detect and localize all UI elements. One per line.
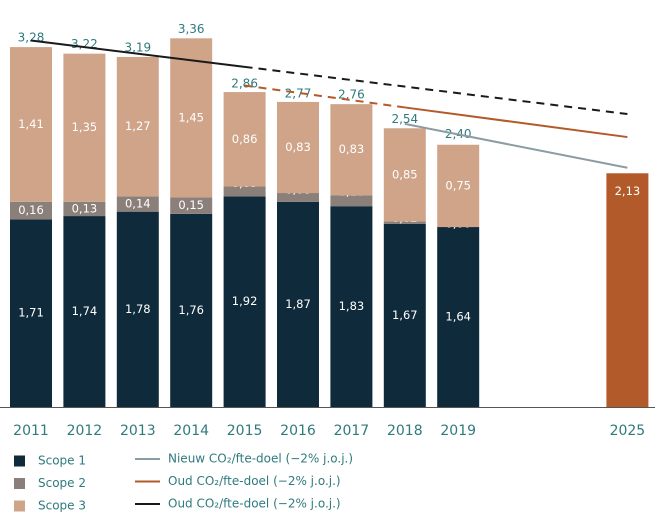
total-label: 2,77 — [285, 87, 312, 101]
bar-segment — [330, 195, 373, 207]
bar-segment — [63, 216, 106, 407]
legend-label: Scope 1 — [38, 454, 86, 468]
value-label: 1,71 — [18, 306, 44, 320]
bar-segment — [277, 201, 319, 407]
target-line — [30, 39, 245, 68]
total-label: 2,86 — [231, 77, 258, 91]
x-tick-label: 2018 — [387, 423, 423, 439]
value-label: 1,27 — [125, 119, 151, 133]
legend-swatch — [14, 455, 25, 467]
x-tick-label: 2025 — [610, 423, 646, 439]
bar-segment — [223, 196, 266, 407]
value-label: 1,83 — [339, 299, 365, 313]
value-label: 1,74 — [72, 304, 98, 318]
bar-segment — [606, 173, 649, 407]
bar-segment — [116, 196, 159, 212]
bar-segment — [170, 38, 213, 198]
legend-swatch — [14, 500, 25, 512]
bar-segment — [330, 206, 373, 407]
bar-segment — [277, 101, 319, 194]
legend-swatch — [14, 478, 25, 489]
total-label: 2,54 — [391, 112, 418, 126]
bar-segment — [383, 128, 426, 222]
bar-segment — [437, 144, 480, 228]
bar-segment — [437, 227, 480, 407]
value-label: 2,13 — [615, 184, 641, 198]
total-label: 2,76 — [338, 88, 365, 102]
total-label: 3,36 — [178, 22, 205, 36]
x-tick-label: 2016 — [280, 423, 316, 439]
legend-label: Scope 3 — [38, 499, 86, 513]
bar-segment — [116, 211, 159, 407]
x-tick-label: 2017 — [334, 423, 370, 439]
x-tick-label: 2011 — [13, 423, 49, 439]
x-tick-label: 2013 — [120, 423, 156, 439]
value-label: 1,87 — [285, 297, 311, 311]
legend-label: Oud CO₂/fte-doel (−2% j.o.j.) — [168, 497, 341, 511]
value-label: 1,78 — [125, 302, 151, 316]
value-label: 0,13 — [72, 201, 98, 215]
bar-segment — [116, 56, 159, 197]
bar-segment — [10, 201, 52, 220]
value-label: 0,15 — [178, 198, 204, 212]
value-label: 0,16 — [18, 203, 44, 217]
target-line — [404, 122, 628, 169]
bar-segment — [170, 213, 213, 407]
bar-segment — [170, 197, 213, 214]
bar-segment — [330, 104, 373, 196]
x-tick-label: 2019 — [440, 423, 476, 439]
target-line — [404, 106, 628, 139]
bar-segment — [10, 219, 52, 407]
bar-segment — [223, 186, 266, 197]
x-tick-label: 2015 — [227, 423, 263, 439]
value-label: 1,76 — [178, 303, 204, 317]
value-label: 0,85 — [392, 167, 418, 181]
bar-segment — [277, 193, 319, 202]
legend-label: Nieuw CO₂/fte-doel (−2% j.o.j.) — [168, 452, 353, 466]
value-label: 0,83 — [339, 142, 365, 156]
value-label: 0,83 — [285, 140, 311, 154]
bar-segment — [383, 223, 426, 407]
value-label: 0,86 — [232, 132, 258, 146]
bar-segment — [63, 201, 106, 217]
legend-label: Oud CO₂/fte-doel (−2% j.o.j.) — [168, 474, 341, 488]
bar-segment — [10, 47, 52, 202]
value-label: 1,45 — [178, 110, 204, 124]
value-label: 0,14 — [125, 197, 151, 211]
value-label: 1,67 — [392, 308, 418, 322]
x-tick-label: 2014 — [173, 423, 209, 439]
value-label: 1,35 — [72, 120, 98, 134]
value-label: 1,64 — [445, 310, 471, 324]
value-label: 1,92 — [232, 294, 258, 308]
legend-label: Scope 2 — [38, 476, 86, 490]
bar-segment — [383, 221, 426, 224]
value-label: 0,75 — [445, 178, 471, 192]
value-label: 1,41 — [18, 117, 44, 131]
bar-segment — [223, 92, 266, 187]
target-line — [244, 84, 405, 109]
total-label: 3,19 — [124, 40, 151, 54]
x-tick-label: 2012 — [67, 423, 103, 439]
bar-segment — [63, 53, 106, 202]
